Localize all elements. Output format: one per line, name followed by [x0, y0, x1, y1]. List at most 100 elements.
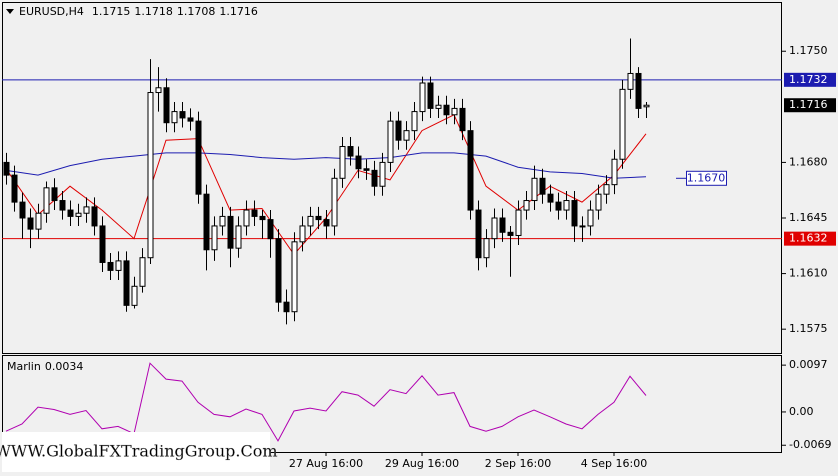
candle-body	[443, 104, 450, 116]
candle-body	[163, 87, 170, 124]
chart-title: EURUSD,H4 1.1715 1.1718 1.1708 1.1716	[19, 5, 258, 18]
candle-body	[339, 146, 346, 179]
candle-body	[35, 212, 42, 230]
candle-body	[523, 200, 530, 211]
moving-average	[5, 152, 647, 179]
x-tick-label: 29 Aug 16:00	[385, 457, 459, 470]
candle-body	[323, 219, 330, 227]
watermark-box	[2, 432, 270, 472]
candle-body	[515, 209, 522, 236]
indicator-tick-label: 0.00	[789, 405, 814, 418]
candle-body	[595, 193, 602, 211]
candle-body	[363, 168, 370, 171]
candle-body	[379, 161, 386, 187]
candle-body	[299, 225, 306, 243]
y-tick-label: 1.1645	[789, 211, 828, 224]
indicator-tick-label: -0.0069	[789, 438, 831, 451]
indicator-tick-label: 0.0097	[789, 358, 828, 371]
candle-body	[619, 88, 626, 160]
candle-body	[579, 225, 586, 228]
candle-body	[115, 260, 122, 271]
candle-body	[539, 177, 546, 195]
candle-body	[371, 169, 378, 187]
candle-body	[107, 261, 114, 271]
candle-body	[203, 193, 210, 251]
candle-body	[179, 111, 186, 119]
candle-body	[635, 72, 642, 109]
candle-body	[147, 92, 154, 259]
candle-body	[627, 72, 634, 90]
candle-body	[427, 82, 434, 109]
candle-body	[235, 225, 242, 249]
candle-body	[459, 107, 466, 132]
candle-body	[643, 104, 650, 108]
x-tick-label: 4 Sep 16:00	[581, 457, 647, 470]
candle-body	[91, 206, 98, 227]
y-tick-label: 1.1575	[789, 322, 828, 335]
candle-body	[227, 215, 234, 249]
candle-body	[467, 130, 474, 211]
y-tick-label: 1.1750	[789, 44, 828, 57]
candle-body	[563, 200, 570, 211]
watermark: WWW.GlobalFXTradingGroup.Com	[0, 432, 278, 472]
candle-body	[403, 130, 410, 141]
candle-body	[99, 225, 106, 263]
level-label: 1.1632	[789, 232, 828, 245]
annotation-box	[686, 170, 727, 186]
candle-body	[491, 217, 498, 240]
candle-body	[555, 201, 562, 211]
candle-body	[155, 87, 162, 94]
annotation-label: 1.1670	[687, 171, 726, 184]
candle-body	[43, 187, 50, 214]
candle-body	[211, 225, 218, 251]
candle-body	[507, 231, 514, 236]
candle-body	[195, 120, 202, 195]
candle-body	[419, 82, 426, 113]
candle-body	[291, 241, 298, 313]
level-label-box	[784, 72, 836, 87]
candle-body	[451, 107, 458, 116]
y-tick-label: 1.1610	[789, 267, 828, 280]
candle-body	[547, 193, 554, 203]
candle-body	[243, 209, 250, 227]
candle-body	[395, 120, 402, 141]
candle-body	[531, 177, 538, 202]
x-tick-label: 2 Sep 16:00	[485, 457, 551, 470]
indicator-line	[5, 362, 647, 442]
candle-body	[275, 238, 282, 303]
candle-body	[411, 111, 418, 132]
candle-body	[331, 177, 338, 227]
candle-body	[587, 209, 594, 227]
candle-body	[171, 111, 178, 124]
candle-body	[283, 301, 290, 313]
candle-body	[59, 200, 66, 211]
candle-body	[251, 209, 258, 217]
candle-body	[83, 206, 90, 214]
candle-body	[259, 215, 266, 221]
candle-body	[19, 201, 26, 219]
level-label: 1.1732	[789, 73, 828, 86]
price-panel	[2, 2, 782, 354]
candle-body	[435, 104, 442, 109]
candle-body	[603, 184, 610, 195]
candle-body	[387, 120, 394, 163]
candle-body	[475, 209, 482, 259]
x-tick-label: 27 Aug 16:00	[289, 457, 363, 470]
price-layer	[2, 38, 782, 325]
candle-body	[187, 117, 194, 122]
candle-body	[355, 155, 362, 170]
collapse-icon	[6, 9, 14, 14]
candle-body	[27, 217, 34, 230]
candle-body	[3, 161, 10, 176]
candle-body	[307, 215, 314, 227]
level-label-box	[784, 231, 836, 246]
candle-body	[75, 212, 82, 217]
candle-body	[139, 257, 146, 287]
candle-body	[51, 187, 58, 202]
candle-body	[315, 215, 322, 221]
indicator-title: Marlin 0.0034	[7, 360, 83, 373]
y-tick-label: 1.1680	[789, 155, 828, 168]
candle-body	[219, 215, 226, 227]
watermark-text: WWW.GlobalFXTradingGroup.Com	[0, 442, 278, 461]
